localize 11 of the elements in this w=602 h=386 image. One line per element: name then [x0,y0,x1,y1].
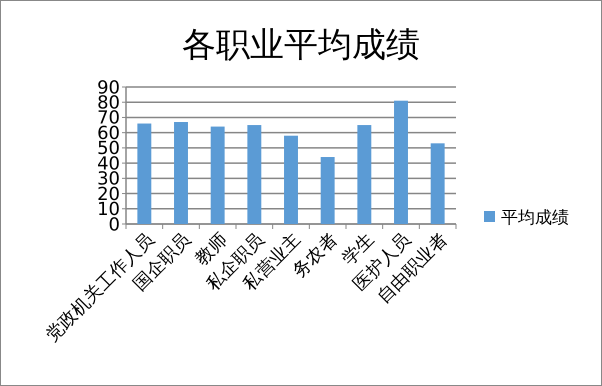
bar [137,124,152,224]
bar [394,100,408,224]
bar [284,136,298,224]
bar [430,143,445,224]
legend-label: 平均成绩 [501,208,569,228]
bar [174,122,188,224]
bar [357,125,372,224]
bar [247,125,262,224]
bar [320,157,335,224]
bar [210,126,225,224]
chart-title: 各职业平均成绩 [182,25,420,65]
